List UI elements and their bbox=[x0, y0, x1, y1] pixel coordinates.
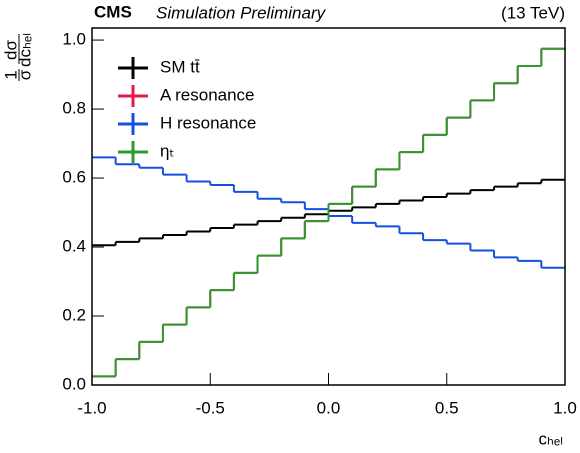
y-tick-label: 0.8 bbox=[62, 99, 86, 118]
x-tick-label: 0.5 bbox=[435, 398, 459, 417]
y-tick-label: 0.6 bbox=[62, 168, 86, 187]
y-tick-label: 0.0 bbox=[62, 374, 86, 393]
plot-frame bbox=[91, 27, 566, 386]
y-label-part: σ bbox=[15, 69, 34, 80]
legend-label: SM tt̄ bbox=[160, 57, 200, 76]
y-tick-label: 1.0 bbox=[62, 30, 86, 49]
energy: (13 TeV) bbox=[501, 3, 565, 22]
y-label-part: dσ bbox=[1, 40, 20, 60]
legend-label: A resonance bbox=[160, 85, 255, 104]
x-axis-label: cₕₑₗ bbox=[538, 429, 563, 448]
y-axis-label: 1 σ dσ dcₕₑₗ bbox=[1, 33, 34, 81]
x-tick-label: 1.0 bbox=[553, 398, 577, 417]
y-label-part: dcₕₑₗ bbox=[15, 33, 34, 67]
legend-label: ηₜ bbox=[160, 141, 174, 160]
y-label-part: 1 bbox=[1, 70, 20, 79]
y-tick-label: 0.4 bbox=[62, 237, 86, 256]
x-tick-label: 0.0 bbox=[317, 398, 341, 417]
y-tick-label: 0.2 bbox=[62, 305, 86, 324]
legend-label: H resonance bbox=[160, 113, 256, 132]
status: Simulation Preliminary bbox=[156, 3, 327, 22]
x-tick-label: -0.5 bbox=[196, 398, 225, 417]
experiment: CMS bbox=[94, 2, 132, 21]
x-tick-label: -1.0 bbox=[77, 398, 106, 417]
